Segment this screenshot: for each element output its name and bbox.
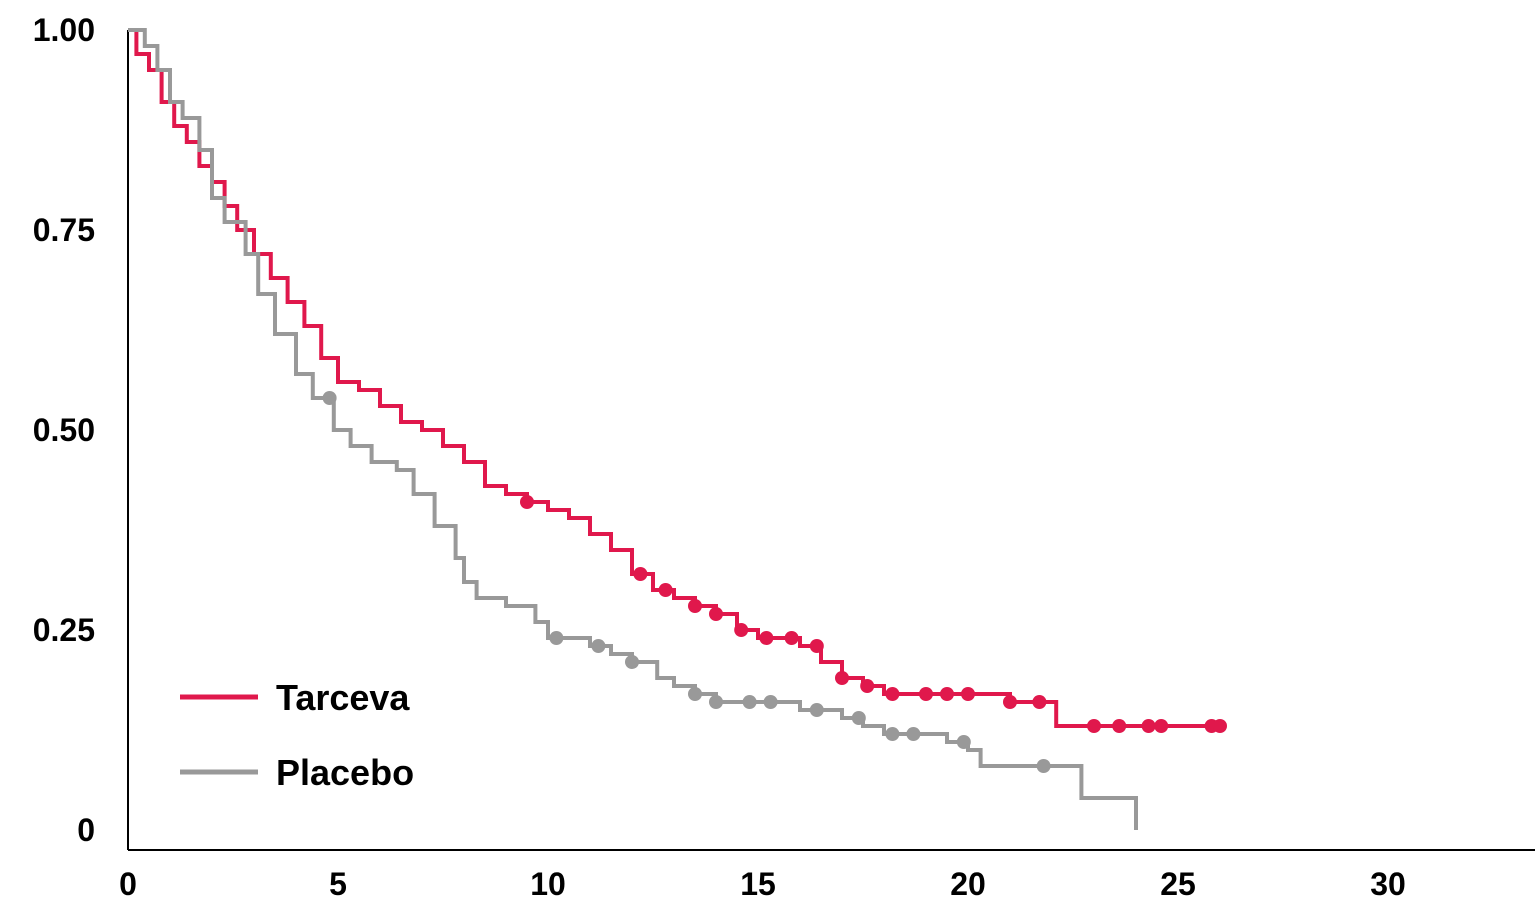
legend-label-placebo: Placebo <box>276 752 414 793</box>
censor-mark-tarceva <box>1003 695 1017 709</box>
x-tick-label: 25 <box>1160 866 1196 900</box>
censor-mark-placebo <box>688 687 702 701</box>
y-tick-label: 0.25 <box>33 612 95 648</box>
censor-mark-placebo <box>1036 759 1051 773</box>
series-layer <box>128 28 1227 830</box>
censor-mark-tarceva <box>860 679 875 693</box>
x-tick-label: 5 <box>329 866 347 900</box>
censor-mark-placebo <box>763 695 778 709</box>
x-tick-label: 15 <box>740 866 776 900</box>
y-tick-label: 0 <box>77 812 95 848</box>
censor-mark-tarceva <box>940 687 954 701</box>
censor-mark-placebo <box>956 735 971 749</box>
x-tick-label: 20 <box>950 866 986 900</box>
censor-mark-tarceva <box>1112 719 1127 733</box>
x-tick-label: 10 <box>530 866 566 900</box>
censor-mark-placebo <box>591 639 606 653</box>
censor-mark-tarceva <box>709 607 723 621</box>
censor-mark-tarceva <box>1032 695 1047 709</box>
y-tick-label: 0.75 <box>33 212 95 248</box>
censor-mark-placebo <box>885 727 900 741</box>
censor-mark-tarceva <box>633 567 648 581</box>
censor-mark-placebo <box>851 711 866 725</box>
censor-mark-placebo <box>322 391 337 405</box>
y-tick-label: 0.50 <box>33 412 95 448</box>
censor-mark-tarceva <box>1154 719 1169 733</box>
censor-mark-tarceva <box>961 687 975 701</box>
series-line-tarceva <box>128 28 1216 728</box>
legend: Tarceva Placebo <box>180 677 414 793</box>
x-tick-label: 30 <box>1370 866 1406 900</box>
censor-mark-tarceva <box>688 599 702 613</box>
censor-mark-tarceva <box>1213 719 1227 733</box>
censor-mark-placebo <box>906 727 921 741</box>
x-tick-labels: 0 5 10 15 20 25 30 <box>119 866 1406 900</box>
x-tick-label: 0 <box>119 866 137 900</box>
axes <box>127 30 1535 851</box>
censor-mark-placebo <box>709 695 723 709</box>
censor-mark-placebo <box>625 655 639 669</box>
censor-mark-placebo <box>742 695 757 709</box>
censor-mark-tarceva <box>1087 719 1101 733</box>
censor-mark-tarceva <box>809 639 824 653</box>
censor-mark-tarceva <box>919 687 933 701</box>
y-tick-labels: 0 0.25 0.50 0.75 1.00 <box>33 12 95 848</box>
censor-mark-tarceva <box>658 583 673 597</box>
censor-mark-placebo <box>549 631 564 645</box>
censor-mark-tarceva <box>1141 719 1156 733</box>
censor-mark-tarceva <box>885 687 900 701</box>
censor-mark-tarceva <box>734 623 749 637</box>
censor-mark-tarceva <box>520 495 534 509</box>
legend-label-tarceva: Tarceva <box>276 677 410 718</box>
censor-mark-tarceva <box>835 671 849 685</box>
censor-mark-placebo <box>809 703 824 717</box>
censor-mark-tarceva <box>759 631 774 645</box>
y-tick-label: 1.00 <box>33 12 95 48</box>
censor-mark-tarceva <box>784 631 799 645</box>
